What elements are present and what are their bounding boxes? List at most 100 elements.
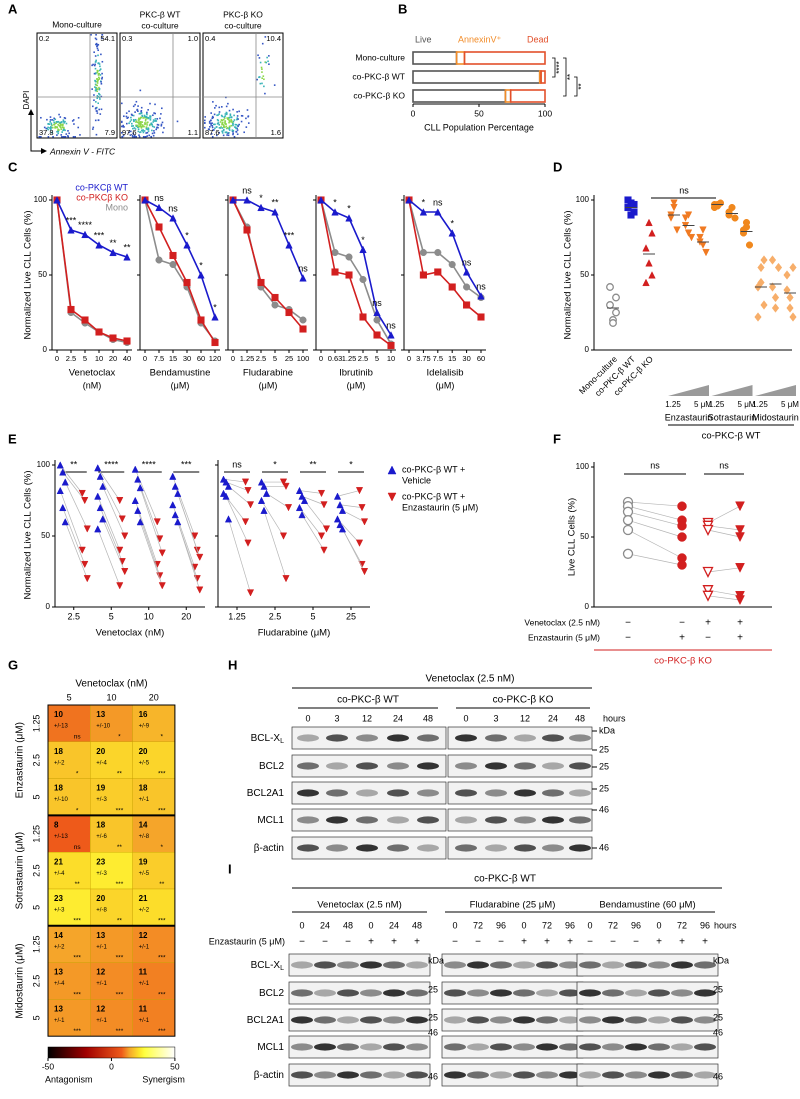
data-point [673, 226, 681, 234]
data-point [284, 504, 293, 512]
event-dot [94, 67, 97, 70]
pair-line [342, 528, 365, 572]
blot-band [625, 989, 647, 997]
event-dot [264, 36, 267, 38]
pair-line [64, 521, 88, 579]
event-dot [236, 133, 239, 136]
event-dot [217, 114, 219, 116]
event-dot [140, 110, 143, 112]
data-point [360, 518, 369, 526]
data-point [81, 316, 89, 324]
blot-band [406, 989, 428, 997]
event-dot [72, 119, 75, 121]
significance: ns [462, 257, 472, 267]
blot-band [387, 762, 409, 770]
row-label: 2.5 [31, 975, 41, 988]
heatmap-cell [90, 925, 133, 963]
event-dot [98, 78, 101, 80]
data-point [434, 268, 442, 276]
data-point [271, 293, 279, 302]
event-dot [221, 130, 223, 133]
event-dot [98, 63, 101, 65]
event-dot [62, 120, 65, 123]
data-point [109, 334, 117, 342]
cell-value: 18 [54, 784, 63, 793]
event-dot [237, 118, 239, 120]
blot-band [514, 734, 536, 742]
blot-band [490, 989, 512, 997]
cell-sd: +/-3 [54, 908, 65, 914]
cell-value: 23 [96, 857, 105, 866]
event-dot [210, 112, 212, 114]
event-dot [56, 121, 58, 123]
event-dot [97, 102, 100, 105]
event-dot [237, 125, 239, 128]
event-dot [153, 132, 156, 134]
x-tick-label: 15 [448, 354, 456, 363]
cell-value: 13 [96, 710, 105, 719]
pair-line [299, 507, 322, 537]
unit-label: hours [603, 713, 626, 723]
time-label: 3 [334, 713, 339, 723]
blot-band [444, 1043, 466, 1051]
heatmap-cell [90, 741, 133, 779]
row-label-text: BCL-X [251, 733, 281, 744]
x-tick-label: 1.25 [228, 611, 246, 621]
series-line [144, 199, 216, 343]
significance: ** [70, 459, 78, 469]
event-dot [261, 82, 263, 85]
event-dot [100, 108, 103, 111]
x-tick-label: 7.5 [154, 354, 164, 363]
event-dot [56, 126, 59, 129]
blot-band [291, 989, 313, 997]
blot-band [417, 734, 439, 742]
x-tick-label: 15 [169, 354, 177, 363]
blot-strip [291, 781, 447, 805]
data-point [477, 292, 485, 300]
data-point [735, 501, 745, 512]
event-dot [100, 53, 102, 56]
event-dot [79, 134, 81, 136]
data-point [257, 496, 266, 504]
event-dot [121, 125, 123, 128]
time-label: 48 [343, 920, 353, 930]
event-dot [130, 116, 132, 119]
event-dot [264, 92, 266, 95]
data-point [78, 546, 86, 554]
data-point [155, 256, 163, 264]
event-dot [264, 61, 267, 63]
event-dot [139, 124, 142, 127]
row-label-text: β-actin [254, 1070, 284, 1081]
blot-band [536, 961, 558, 969]
event-dot [256, 78, 258, 81]
cell-value: 18 [139, 784, 148, 793]
event-dot [96, 71, 99, 74]
cell-value: 21 [54, 857, 63, 866]
data-point [59, 503, 67, 512]
blot-title: Venetoclax (2.5 nM) [426, 674, 515, 685]
row-label: 5 [31, 1015, 41, 1020]
event-dot [225, 113, 228, 116]
event-dot [94, 55, 97, 57]
data-point [183, 241, 191, 249]
cell-sd: +/-5 [139, 871, 150, 877]
cell-sd: +/-8 [96, 908, 107, 914]
data-point [123, 253, 131, 261]
drug-label: Venetoclax (nM) [96, 628, 165, 639]
event-dot [230, 121, 232, 123]
event-dot [148, 134, 151, 137]
data-point [94, 464, 102, 472]
heatmap-cell [132, 778, 176, 816]
row-label: BCL-XL [251, 960, 284, 972]
event-dot [51, 126, 54, 129]
event-dot [220, 119, 223, 121]
cell-sd: +/-1 [96, 944, 107, 950]
data-point [373, 308, 381, 317]
event-dot [220, 106, 223, 108]
series-line [232, 199, 304, 321]
event-dot [214, 127, 216, 130]
event-dot [101, 76, 104, 79]
blot-band [467, 989, 489, 997]
significance: ns [476, 281, 486, 291]
cell-value: 13 [54, 1005, 63, 1014]
